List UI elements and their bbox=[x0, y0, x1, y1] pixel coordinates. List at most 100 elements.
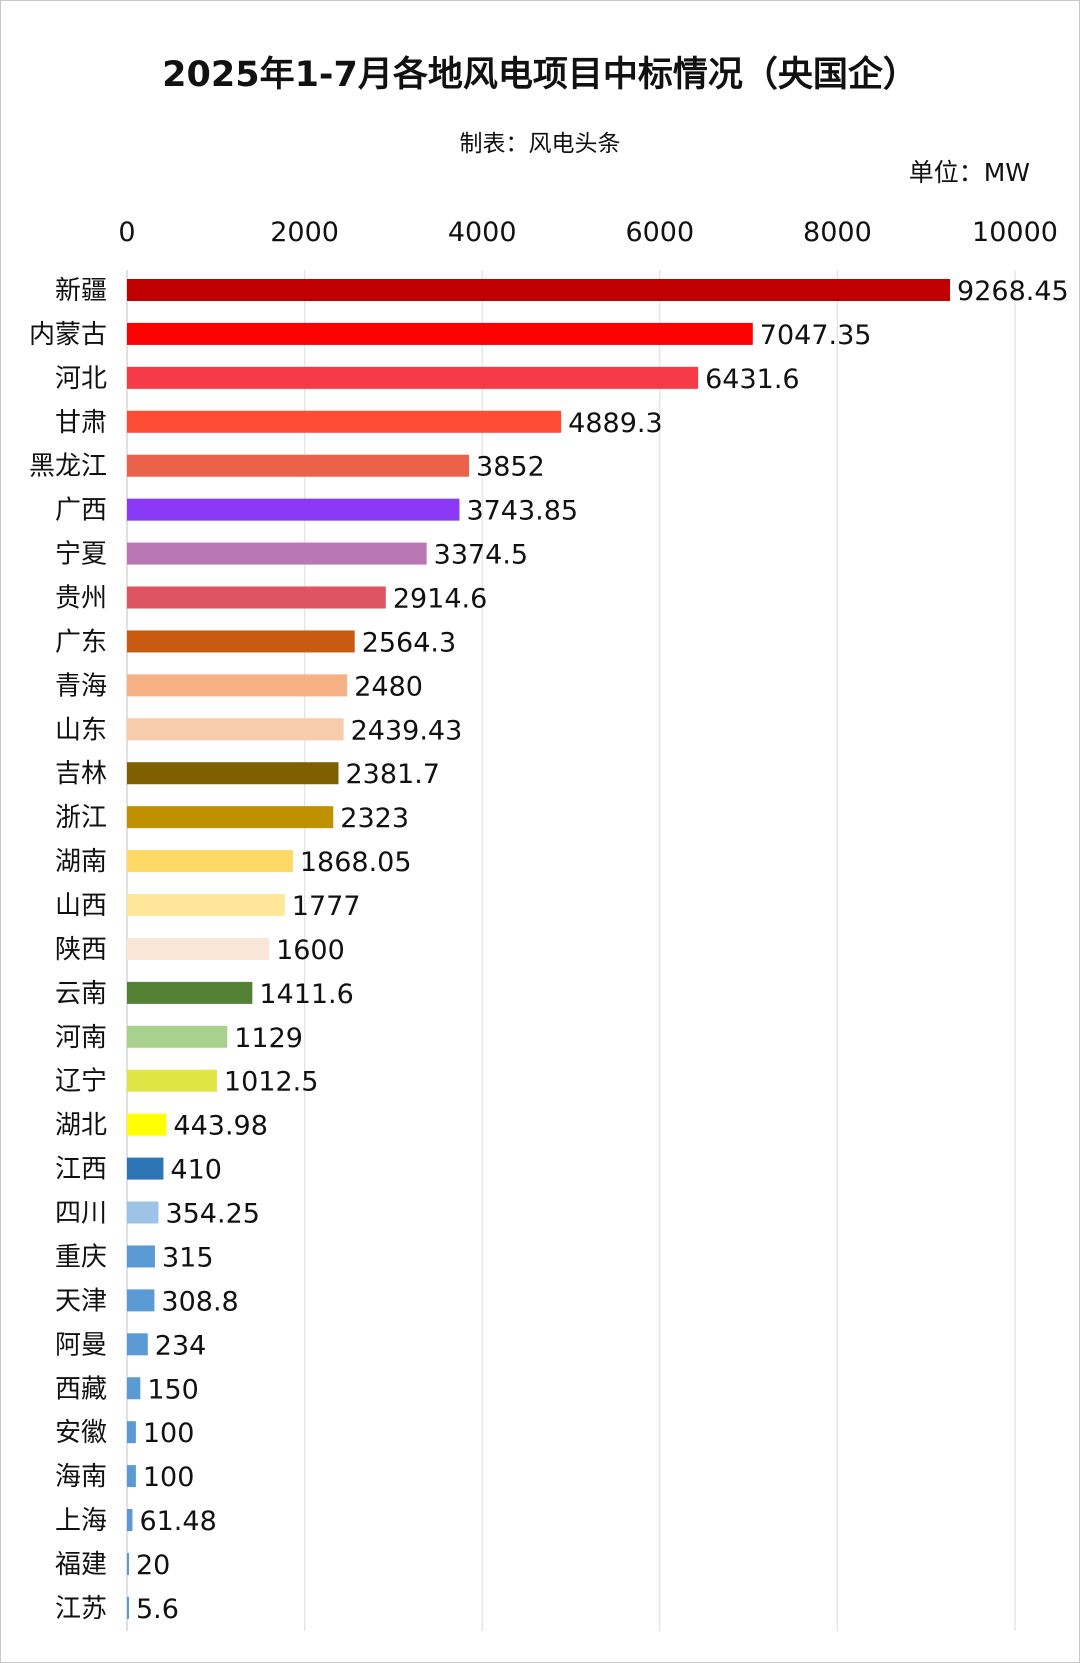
data-label: 2564.3 bbox=[362, 627, 456, 658]
data-label: 4889.3 bbox=[568, 408, 662, 439]
category-label: 山西 bbox=[55, 891, 107, 921]
category-label: 西藏 bbox=[55, 1374, 107, 1404]
category-label: 阿曼 bbox=[55, 1330, 107, 1360]
data-label: 1411.6 bbox=[259, 979, 353, 1010]
bar bbox=[127, 410, 562, 433]
data-label: 1868.05 bbox=[300, 847, 412, 878]
bar bbox=[127, 1025, 228, 1048]
data-label: 20 bbox=[136, 1550, 170, 1581]
category-label: 陕西 bbox=[55, 935, 107, 965]
bar bbox=[127, 1069, 217, 1092]
data-label: 354.25 bbox=[165, 1199, 259, 1230]
category-label: 江西 bbox=[55, 1155, 107, 1185]
category-label: 辽宁 bbox=[55, 1067, 107, 1097]
data-label: 3852 bbox=[476, 452, 545, 483]
bar bbox=[127, 1377, 141, 1400]
category-label: 浙江 bbox=[55, 803, 107, 833]
category-label: 天津 bbox=[55, 1286, 107, 1316]
x-tick-label: 10000 bbox=[972, 217, 1058, 248]
bar bbox=[127, 454, 470, 477]
data-label: 2480 bbox=[354, 671, 423, 702]
category-label: 安徽 bbox=[55, 1418, 107, 1448]
bar bbox=[127, 1113, 167, 1136]
bar bbox=[127, 1157, 164, 1180]
category-label: 上海 bbox=[55, 1506, 107, 1536]
bar bbox=[127, 937, 270, 960]
category-label: 甘肃 bbox=[55, 408, 107, 438]
x-tick-label: 0 bbox=[118, 217, 135, 248]
bar bbox=[127, 981, 253, 1004]
data-label: 1600 bbox=[276, 935, 345, 966]
bar bbox=[127, 498, 460, 521]
data-label: 6431.6 bbox=[705, 364, 799, 395]
category-label: 广东 bbox=[55, 627, 107, 657]
category-label: 湖南 bbox=[55, 847, 107, 877]
x-tick-label: 4000 bbox=[448, 217, 517, 248]
data-label: 234 bbox=[155, 1330, 207, 1361]
category-label: 黑龙江 bbox=[29, 452, 107, 482]
bar bbox=[127, 1552, 129, 1575]
chart-subtitle: 制表：风电头条 bbox=[459, 131, 621, 157]
category-label: 江苏 bbox=[55, 1594, 107, 1624]
bar bbox=[127, 850, 293, 873]
data-label: 100 bbox=[143, 1418, 195, 1449]
category-label: 内蒙古 bbox=[29, 320, 107, 350]
bar bbox=[127, 1596, 129, 1619]
category-label: 贵州 bbox=[55, 584, 107, 614]
category-label: 青海 bbox=[55, 671, 107, 701]
category-label: 新疆 bbox=[55, 276, 107, 306]
bar bbox=[127, 542, 427, 565]
category-label: 广西 bbox=[55, 496, 107, 526]
data-label: 1129 bbox=[234, 1023, 303, 1054]
data-label: 5.6 bbox=[136, 1594, 179, 1625]
bar bbox=[127, 1509, 133, 1532]
bar bbox=[127, 1421, 136, 1444]
data-label: 443.98 bbox=[173, 1111, 267, 1142]
bar bbox=[127, 1201, 159, 1224]
category-label: 海南 bbox=[55, 1462, 107, 1492]
chart-title: 2025年1-7月各地风电项目中标情况（央国企） bbox=[162, 55, 918, 95]
category-label: 河南 bbox=[55, 1023, 107, 1053]
bar bbox=[127, 718, 344, 741]
data-label: 61.48 bbox=[139, 1506, 216, 1537]
bar bbox=[127, 366, 699, 389]
category-label: 福建 bbox=[55, 1550, 107, 1580]
category-label: 云南 bbox=[55, 979, 107, 1009]
data-label: 100 bbox=[143, 1462, 195, 1493]
bar bbox=[127, 894, 285, 917]
bar bbox=[127, 674, 348, 697]
category-label: 湖北 bbox=[55, 1111, 107, 1141]
data-label: 1012.5 bbox=[224, 1067, 318, 1098]
data-label: 1777 bbox=[292, 891, 361, 922]
data-label: 315 bbox=[162, 1242, 214, 1273]
bar bbox=[127, 806, 334, 829]
data-label: 7047.35 bbox=[760, 320, 872, 351]
data-label: 2323 bbox=[340, 803, 409, 834]
data-label: 2439.43 bbox=[351, 715, 463, 746]
category-label: 重庆 bbox=[55, 1242, 107, 1272]
data-label: 3374.5 bbox=[434, 540, 528, 571]
data-label: 410 bbox=[170, 1155, 222, 1186]
category-label: 山东 bbox=[55, 715, 107, 745]
data-label: 308.8 bbox=[161, 1286, 238, 1317]
data-label: 3743.85 bbox=[466, 496, 578, 527]
bar bbox=[127, 586, 386, 609]
bar bbox=[127, 322, 753, 345]
bar bbox=[127, 1289, 155, 1312]
bar bbox=[127, 1465, 136, 1488]
unit-label: 单位：MW bbox=[908, 158, 1030, 187]
category-label: 四川 bbox=[55, 1199, 107, 1229]
data-label: 9268.45 bbox=[957, 276, 1069, 307]
x-tick-label: 2000 bbox=[270, 217, 339, 248]
bar bbox=[127, 762, 339, 785]
data-label: 2381.7 bbox=[345, 759, 439, 790]
bar bbox=[127, 279, 951, 301]
x-tick-label: 8000 bbox=[803, 217, 872, 248]
category-label: 吉林 bbox=[55, 759, 107, 789]
category-label: 河北 bbox=[55, 364, 107, 394]
x-tick-label: 6000 bbox=[625, 217, 694, 248]
data-label: 2914.6 bbox=[393, 584, 487, 615]
bar bbox=[127, 1333, 148, 1356]
category-label: 宁夏 bbox=[55, 540, 107, 570]
